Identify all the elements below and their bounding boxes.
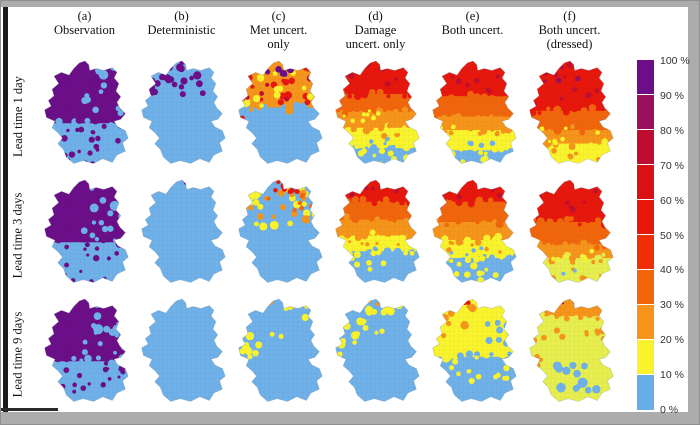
row-label-0: Lead time 1 day: [0, 57, 36, 176]
column-headers: (a) Observation (b) Deterministic (c) Met …: [36, 9, 618, 51]
map-panel-r2-c2: [230, 295, 327, 414]
colorbar-segment-4: [637, 200, 654, 235]
germany-map-svg: [431, 60, 517, 164]
row-label-text: Lead time 9 days: [10, 311, 25, 398]
column-header-d: (d) Damage uncert. only: [345, 9, 406, 51]
colorbar-label-1: 90 %: [660, 89, 684, 102]
colorbar-label-9: 10 %: [660, 369, 684, 382]
map-panel-r0-c1: [133, 57, 230, 176]
germany-map-svg: [140, 298, 226, 402]
colorbar-label-8: 20 %: [660, 334, 684, 347]
map-panel-r1-c3: [327, 176, 424, 295]
germany-map-svg: [334, 179, 420, 283]
colorbar: [637, 60, 654, 410]
map-panel-r2-c0: [36, 295, 133, 414]
colorbar-segment-6: [637, 270, 654, 305]
map-panel-r0-c3: [327, 57, 424, 176]
germany-map-svg: [528, 179, 614, 283]
germany-map-svg: [334, 60, 420, 164]
colorbar-label-4: 60 %: [660, 194, 684, 207]
colorbar-segment-5: [637, 235, 654, 270]
map-panel-r2-c5: [521, 295, 618, 414]
map-row-0: Lead time 1 day: [0, 57, 620, 176]
map-panel-r1-c1: [133, 176, 230, 295]
germany-map-svg: [431, 298, 517, 402]
map-panel-r2-c3: [327, 295, 424, 414]
map-row-2: Lead time 9 days: [0, 295, 620, 414]
column-header-b: (b) Deterministic: [147, 9, 216, 37]
colorbar-segment-3: [637, 165, 654, 200]
map-panel-r0-c2: [230, 57, 327, 176]
germany-map-svg: [237, 298, 323, 402]
colorbar-segment-2: [637, 130, 654, 165]
germany-map-svg: [431, 179, 517, 283]
colorbar-label-7: 30 %: [660, 299, 684, 312]
colorbar-label-5: 50 %: [660, 229, 684, 242]
germany-map-svg: [528, 60, 614, 164]
colorbar-segment-0: [637, 60, 654, 95]
germany-map-svg: [334, 298, 420, 402]
germany-map-svg: [237, 179, 323, 283]
row-label-2: Lead time 9 days: [0, 295, 36, 414]
colorbar-label-6: 40 %: [660, 264, 684, 277]
map-panel-r1-c2: [230, 176, 327, 295]
row-label-1: Lead time 3 days: [0, 176, 36, 295]
map-panel-r2-c4: [424, 295, 521, 414]
bottom-border-stub: [0, 408, 58, 411]
map-panel-r0-c4: [424, 57, 521, 176]
map-panel-r0-c5: [521, 57, 618, 176]
colorbar-label-10: 0 %: [660, 404, 679, 416]
map-panel-r1-c4: [424, 176, 521, 295]
colorbar-label-0: 100 %: [660, 55, 690, 67]
column-header-f: (f) Both uncert. (dressed): [538, 9, 601, 51]
map-panel-r2-c1: [133, 295, 230, 414]
row-label-text: Lead time 3 days: [10, 192, 25, 279]
colorbar-segment-9: [637, 375, 654, 410]
figure-page: (a) Observation (b) Deterministic (c) Met …: [0, 7, 690, 416]
column-header-c: (c) Met uncert. only: [249, 9, 308, 51]
column-header-e: (e) Both uncert.: [441, 9, 504, 37]
colorbar-label-2: 80 %: [660, 124, 684, 137]
germany-map-svg: [43, 179, 129, 283]
row-label-text: Lead time 1 day: [10, 76, 25, 157]
map-panel-r1-c0: [36, 176, 133, 295]
germany-map-svg: [43, 298, 129, 402]
column-header-a: (a) Observation: [53, 9, 116, 37]
germany-map-svg: [237, 60, 323, 164]
map-panel-r0-c0: [36, 57, 133, 176]
colorbar-segment-7: [637, 305, 654, 340]
colorbar-segment-8: [637, 340, 654, 375]
colorbar-segment-1: [637, 95, 654, 130]
germany-map-svg: [528, 298, 614, 402]
colorbar-label-3: 70 %: [660, 159, 684, 172]
left-border-bar: [3, 7, 8, 412]
germany-map-svg: [140, 60, 226, 164]
germany-map-svg: [140, 179, 226, 283]
germany-map-svg: [43, 60, 129, 164]
map-panel-r1-c5: [521, 176, 618, 295]
map-row-1: Lead time 3 days: [0, 176, 620, 295]
